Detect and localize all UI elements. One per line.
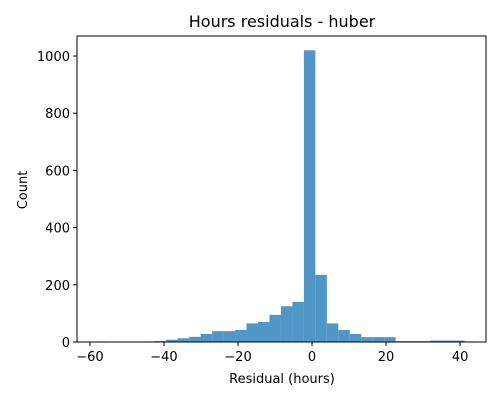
plot-frame xyxy=(76,35,487,343)
x-tick-label: −60 xyxy=(76,350,103,365)
x-tick-label: −20 xyxy=(224,350,251,365)
histogram-bar-18 xyxy=(303,50,316,342)
histogram-bar-11 xyxy=(223,331,236,342)
histogram-bar-14 xyxy=(257,321,270,342)
histogram-bars xyxy=(97,50,477,342)
x-axis-label: Residual (hours) xyxy=(229,372,335,387)
histogram-bar-13 xyxy=(246,323,258,342)
x-tick-label: 20 xyxy=(378,350,395,365)
y-tick-label: 1000 xyxy=(37,50,70,65)
histogram-bar-7 xyxy=(177,338,190,342)
histogram-bar-16 xyxy=(280,306,293,342)
y-axis-ticks: 0 200 400 600 800 1000 xyxy=(37,50,77,351)
y-tick-label: 400 xyxy=(45,222,70,237)
histogram-bar-20 xyxy=(326,323,339,342)
y-axis-label: Count xyxy=(16,171,31,210)
histogram-bar-9 xyxy=(200,333,213,342)
histogram-bar-24 xyxy=(372,337,385,342)
histogram-bar-10 xyxy=(212,331,224,342)
histogram-bar-30 xyxy=(441,340,454,342)
histogram-bar-21 xyxy=(338,329,350,342)
x-axis-ticks: −60 −40 −20 0 20 40 xyxy=(76,342,468,365)
histogram-bar-6 xyxy=(166,339,178,342)
x-tick-label: 40 xyxy=(452,350,469,365)
y-tick-label: 0 xyxy=(62,336,70,351)
histogram-bar-29 xyxy=(430,340,442,342)
x-tick-label: −40 xyxy=(150,350,177,365)
chart-title: Hours residuals - huber xyxy=(189,12,376,31)
histogram-bar-15 xyxy=(269,314,281,342)
y-tick-label: 200 xyxy=(45,279,70,294)
x-tick-label: 0 xyxy=(308,350,316,365)
y-tick-label: 600 xyxy=(45,164,70,179)
histogram-bar-8 xyxy=(189,336,201,342)
histogram-bar-31 xyxy=(453,340,465,342)
y-tick-label: 800 xyxy=(45,107,70,122)
histogram-bar-17 xyxy=(292,301,304,342)
histogram-bar-25 xyxy=(384,337,396,342)
histogram-bar-23 xyxy=(361,337,373,342)
histogram-bar-12 xyxy=(235,329,247,342)
histogram-bar-22 xyxy=(349,333,362,342)
histogram-bar-19 xyxy=(315,274,327,342)
